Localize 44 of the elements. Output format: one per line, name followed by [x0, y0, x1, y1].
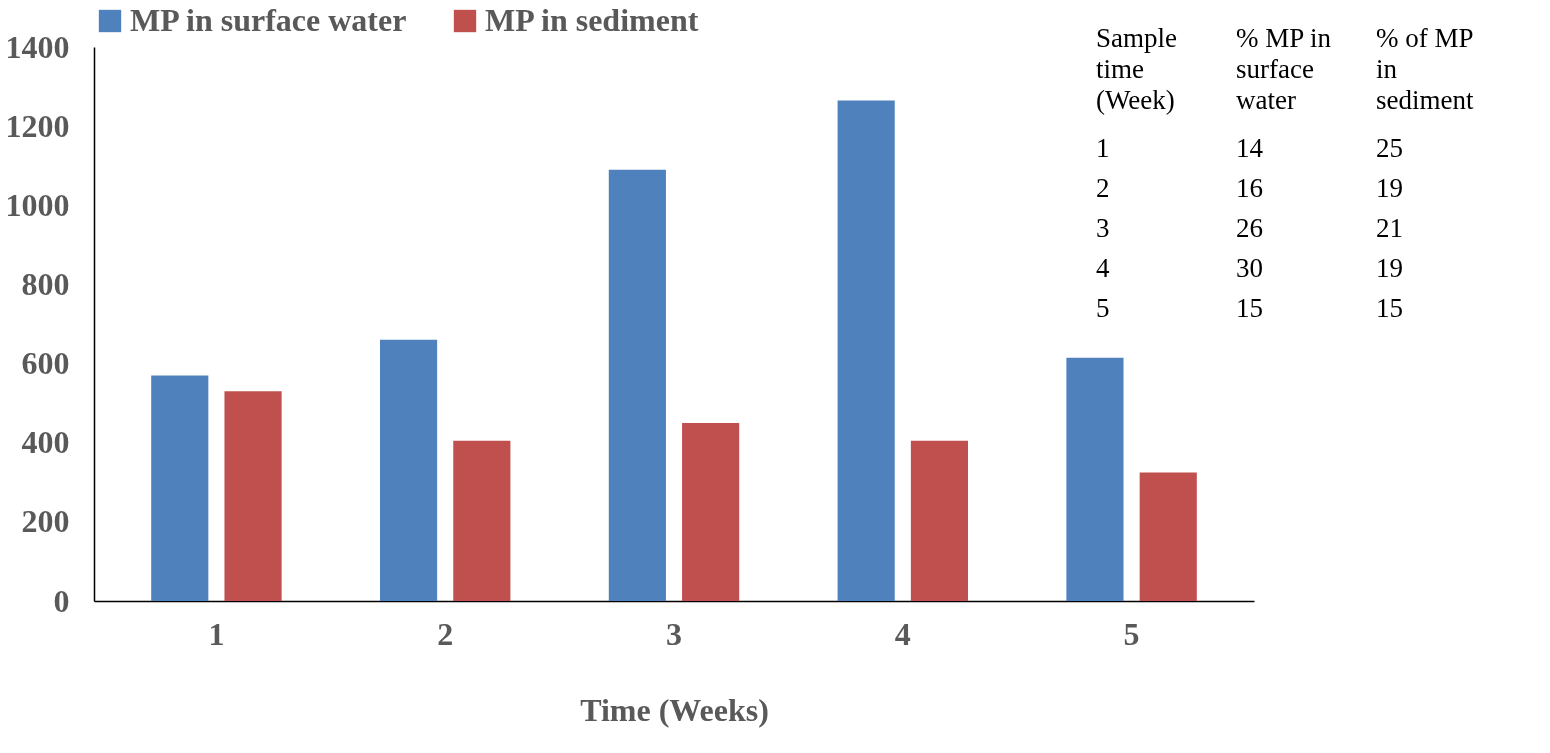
x-tick-label: 1	[208, 615, 225, 652]
x-tick-label: 4	[894, 615, 911, 652]
bar	[224, 391, 282, 601]
bar	[151, 375, 209, 601]
annotation: 26	[1236, 213, 1263, 243]
annotation: 2	[1096, 173, 1110, 203]
annotation: 5	[1096, 293, 1110, 323]
bar	[608, 169, 666, 601]
y-tick-label: 0	[53, 582, 70, 619]
text: 21	[1376, 213, 1403, 243]
annotation: 16	[1236, 173, 1263, 203]
y-tick-label: 200	[21, 503, 70, 540]
x-tick-label: 5	[1123, 615, 1140, 652]
annotation: 4	[1096, 253, 1110, 283]
text: 25	[1376, 133, 1403, 163]
bar	[682, 422, 740, 601]
annotation: 3	[1096, 213, 1110, 243]
annotation: Sample time (Week)	[1096, 23, 1177, 115]
text: % of MP in sediment	[1376, 23, 1474, 115]
legend-label: MP in surface water	[130, 2, 407, 38]
annotation: 15	[1236, 293, 1263, 323]
y-tick-label: 600	[21, 345, 70, 382]
bar	[837, 100, 895, 601]
y-tick-label: 400	[21, 424, 70, 461]
x-axis-title: Time (Weeks)	[580, 691, 769, 728]
annotation: % MP in surface water	[1236, 23, 1332, 115]
y-tick-label: 1200	[5, 107, 70, 144]
text: 19	[1376, 253, 1403, 283]
bar	[1066, 357, 1124, 601]
bar	[910, 440, 968, 601]
y-tick-label: 1000	[5, 186, 70, 223]
y-tick-label: 800	[21, 265, 70, 302]
text: 15	[1376, 293, 1403, 323]
bar	[380, 339, 438, 601]
annotation: 1	[1096, 133, 1110, 163]
x-tick-label: 2	[437, 615, 454, 652]
annotation: 14	[1236, 133, 1264, 163]
y-tick-label: 1400	[5, 28, 70, 65]
bar	[1139, 472, 1197, 601]
bar	[453, 440, 511, 601]
x-tick-label: 3	[666, 615, 682, 652]
legend-label: MP in sediment	[485, 2, 699, 38]
annotation: 30	[1236, 253, 1263, 283]
text: 19	[1376, 173, 1403, 203]
